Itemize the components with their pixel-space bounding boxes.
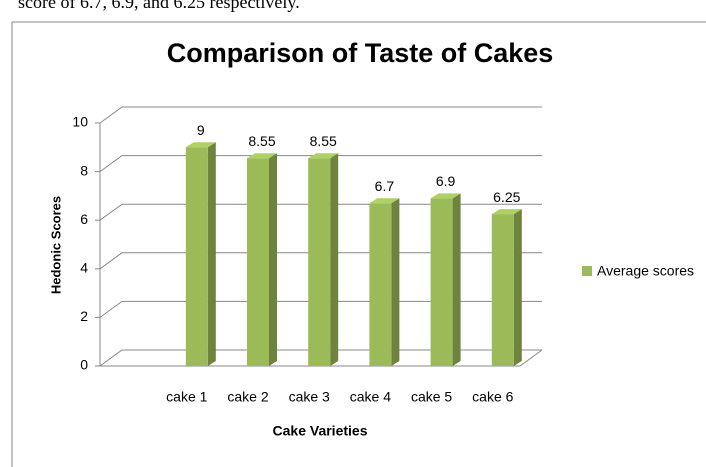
- grid-line: [99, 155, 542, 173]
- bar-top: [247, 153, 277, 159]
- x-tick-label: cake 3: [289, 389, 330, 405]
- bar: [430, 193, 461, 366]
- bar: [369, 198, 400, 366]
- x-axis-title: Cake Varieties: [273, 423, 368, 439]
- x-tick-label: cake 6: [472, 389, 513, 405]
- bar-side: [391, 198, 400, 366]
- value-label: 6.9: [436, 173, 456, 189]
- bar: [491, 209, 522, 366]
- bar-top: [369, 198, 400, 204]
- bar-front: [430, 198, 453, 366]
- bar-top: [491, 209, 522, 215]
- bar-top: [185, 142, 216, 148]
- y-tick-label: 10: [72, 114, 88, 130]
- x-tick-label: cake 2: [227, 389, 268, 405]
- y-tick-label: 0: [80, 357, 88, 373]
- bar-front: [369, 203, 392, 366]
- value-label: 8.55: [310, 133, 337, 149]
- x-tick-label: cake 1: [166, 389, 207, 405]
- legend-label: Average scores: [597, 263, 694, 279]
- value-label: 8.55: [248, 133, 275, 149]
- y-tick-label: 6: [80, 211, 88, 227]
- bar-top: [308, 153, 339, 159]
- bar-front: [491, 214, 514, 366]
- value-label: 6.7: [375, 178, 395, 194]
- floor: [100, 349, 543, 367]
- bar: [247, 153, 277, 366]
- grid-line: [99, 106, 542, 124]
- bar-side: [513, 209, 522, 366]
- y-axis-title: Hedonic Scores: [48, 196, 63, 294]
- bar-side: [207, 142, 216, 366]
- chart-border: [11, 21, 706, 467]
- grid-line: [99, 203, 542, 221]
- bar: [308, 153, 339, 366]
- y-tick-label: 4: [80, 260, 88, 276]
- bar-side: [269, 153, 277, 366]
- grid-line: [99, 349, 542, 367]
- chart-title: Comparison of Taste of Cakes: [167, 38, 554, 68]
- legend-swatch: [582, 266, 592, 276]
- grid-line: [99, 252, 542, 270]
- bar-front: [185, 147, 208, 366]
- bar-front: [308, 158, 331, 366]
- x-tick-label: cake 4: [350, 389, 391, 405]
- value-label: 9: [197, 122, 205, 138]
- y-tick-label: 2: [80, 308, 88, 324]
- bar-top: [430, 193, 461, 199]
- bar: [185, 142, 216, 366]
- grid-line: [99, 300, 542, 318]
- caption-text: score of 6.7, 6.9, and 6.25 respectively…: [18, 0, 300, 12]
- bar-side: [330, 153, 339, 366]
- bar-front: [247, 158, 269, 366]
- x-tick-label: cake 5: [411, 389, 452, 405]
- bar-side: [452, 193, 461, 366]
- value-label: 6.25: [493, 189, 520, 205]
- y-tick-label: 8: [80, 162, 88, 178]
